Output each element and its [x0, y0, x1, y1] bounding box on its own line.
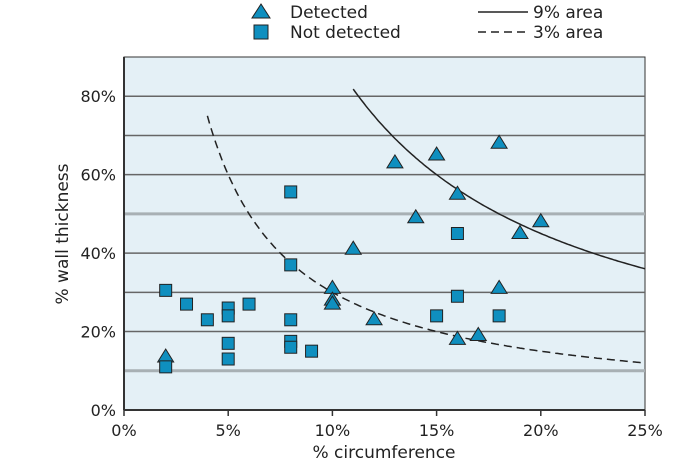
y-tick-label: 20%: [80, 323, 116, 342]
x-tick-label: 15%: [419, 421, 455, 440]
x-tick-label: 25%: [627, 421, 663, 440]
point-not-detected: [492, 309, 506, 323]
point-not-detected: [284, 313, 298, 327]
legend-triangle-icon: [251, 3, 271, 19]
point-not-detected: [305, 344, 319, 358]
x-tick-label: 10%: [315, 421, 351, 440]
point-detected: [344, 240, 363, 255]
point-detected: [427, 146, 446, 161]
point-not-detected: [159, 360, 173, 374]
y-tick-label: 80%: [80, 87, 116, 106]
point-detected: [448, 330, 467, 345]
point-not-detected: [200, 313, 214, 327]
point-detected: [511, 224, 529, 239]
point-detected: [448, 185, 467, 200]
point-not-detected: [159, 283, 173, 297]
x-tick-label: 0%: [111, 421, 136, 440]
point-not-detected: [430, 309, 444, 323]
point-detected: [531, 212, 550, 228]
x-tick-label: 5%: [216, 421, 241, 440]
legend-square-icon: [253, 24, 269, 40]
legend-9-area: 9% area: [533, 3, 603, 23]
point-not-detected: [450, 289, 464, 303]
point-detected: [490, 134, 509, 149]
x-axis-label: % circumference: [312, 443, 455, 463]
point-not-detected: [284, 340, 298, 354]
x-tick-label: 20%: [523, 421, 559, 440]
point-detected: [386, 153, 404, 169]
point-not-detected: [221, 309, 235, 323]
point-detected: [323, 295, 342, 310]
legend-not-detected: Not detected: [290, 23, 401, 43]
plot-area: [123, 56, 646, 411]
legend-detected: Detected: [290, 3, 368, 23]
curve-9-area: [352, 88, 646, 270]
y-axis-label: % wall thickness: [53, 163, 73, 304]
point-not-detected: [221, 352, 235, 366]
curve-3-area: [206, 115, 646, 364]
point-detected: [365, 310, 383, 326]
point-detected: [490, 279, 509, 294]
point-detected: [469, 326, 488, 341]
point-not-detected: [242, 297, 256, 311]
y-tick-label: 0%: [91, 401, 116, 420]
legend-3-area: 3% area: [533, 23, 603, 43]
point-not-detected: [221, 336, 235, 350]
y-tick-label: 40%: [80, 244, 116, 263]
legend: Detected Not detected 9% area 3% area: [251, 3, 603, 43]
point-not-detected: [450, 227, 464, 240]
point-detected: [406, 208, 425, 224]
point-not-detected: [284, 258, 298, 272]
point-not-detected: [180, 297, 194, 311]
y-tick-label: 60%: [80, 166, 116, 185]
point-not-detected: [284, 185, 298, 199]
